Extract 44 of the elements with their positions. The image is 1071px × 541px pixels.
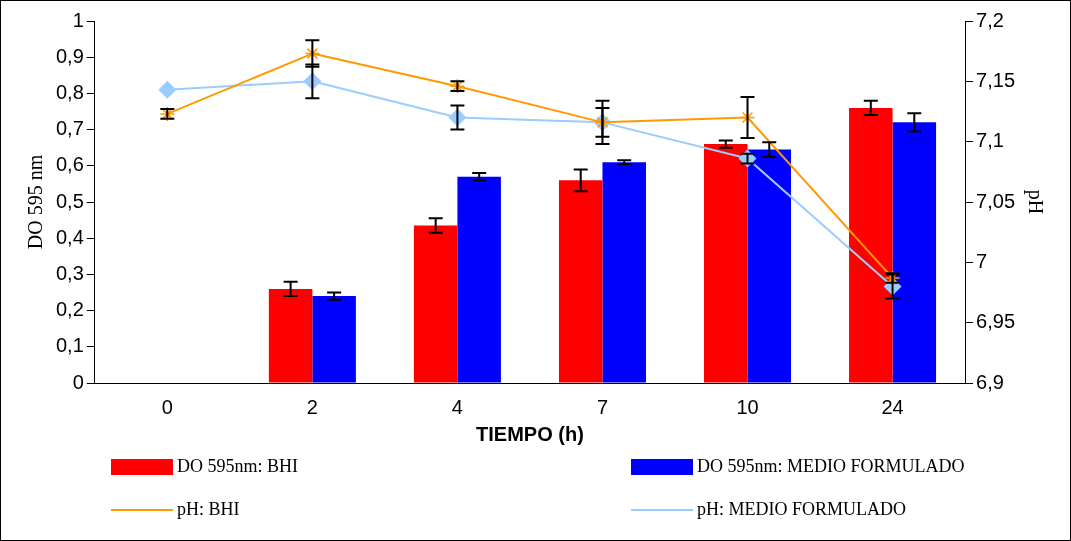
y2-tick-label: 7,05 bbox=[976, 189, 1016, 212]
y-tick-label: 1 bbox=[72, 8, 84, 31]
bar bbox=[849, 107, 893, 383]
y-tick-label: 0,6 bbox=[55, 153, 84, 176]
x-axis-title: TIEMPO (h) bbox=[476, 422, 584, 445]
y2-tick-label: 6,95 bbox=[976, 310, 1016, 333]
bar bbox=[268, 288, 313, 383]
y2-tick-label: 6,9 bbox=[976, 370, 1004, 393]
x-tick-label: 24 bbox=[881, 395, 904, 418]
y2-tick-label: 7,1 bbox=[976, 129, 1004, 152]
y2-tick-label: 7,2 bbox=[976, 8, 1004, 31]
y-tick-label: 0,3 bbox=[55, 261, 84, 284]
y2-axis-title: pH bbox=[1023, 189, 1047, 215]
bar bbox=[558, 180, 603, 383]
bar bbox=[892, 122, 937, 383]
bar bbox=[413, 225, 458, 383]
x-tick-label: 10 bbox=[736, 395, 759, 418]
x-tick-label: 2 bbox=[306, 395, 318, 418]
y-tick-label: 0,4 bbox=[55, 225, 84, 248]
y2-tick-label: 7 bbox=[976, 249, 988, 272]
y-tick-label: 0,9 bbox=[55, 44, 84, 67]
x-tick-label: 4 bbox=[451, 395, 463, 418]
x-tick-label: 0 bbox=[161, 395, 173, 418]
bar bbox=[703, 144, 748, 383]
y-tick-label: 0 bbox=[72, 370, 84, 393]
y-tick-label: 0,7 bbox=[55, 117, 84, 140]
point bbox=[739, 109, 756, 126]
x-tick-label: 7 bbox=[596, 395, 609, 418]
legend-label: pH: BHI bbox=[177, 499, 240, 520]
y2-tick-label: 7,15 bbox=[976, 68, 1016, 91]
bar bbox=[312, 296, 356, 383]
y-axis-title: DO 595 nm bbox=[24, 154, 47, 250]
y-tick-label: 0,1 bbox=[55, 334, 84, 357]
point bbox=[304, 45, 321, 62]
legend-label: pH: MEDIO FORMULADO bbox=[697, 499, 907, 520]
bar bbox=[457, 176, 501, 383]
y-tick-label: 0,8 bbox=[55, 80, 84, 103]
bar bbox=[602, 162, 646, 383]
y-tick-label: 0,2 bbox=[55, 298, 84, 321]
bar bbox=[747, 149, 792, 383]
y-tick-label: 0,5 bbox=[55, 189, 84, 212]
legend-label: DO 595nm: BHI bbox=[177, 456, 298, 477]
legend-label: DO 595nm: MEDIO FORMULADO bbox=[697, 456, 965, 477]
point bbox=[158, 80, 177, 99]
